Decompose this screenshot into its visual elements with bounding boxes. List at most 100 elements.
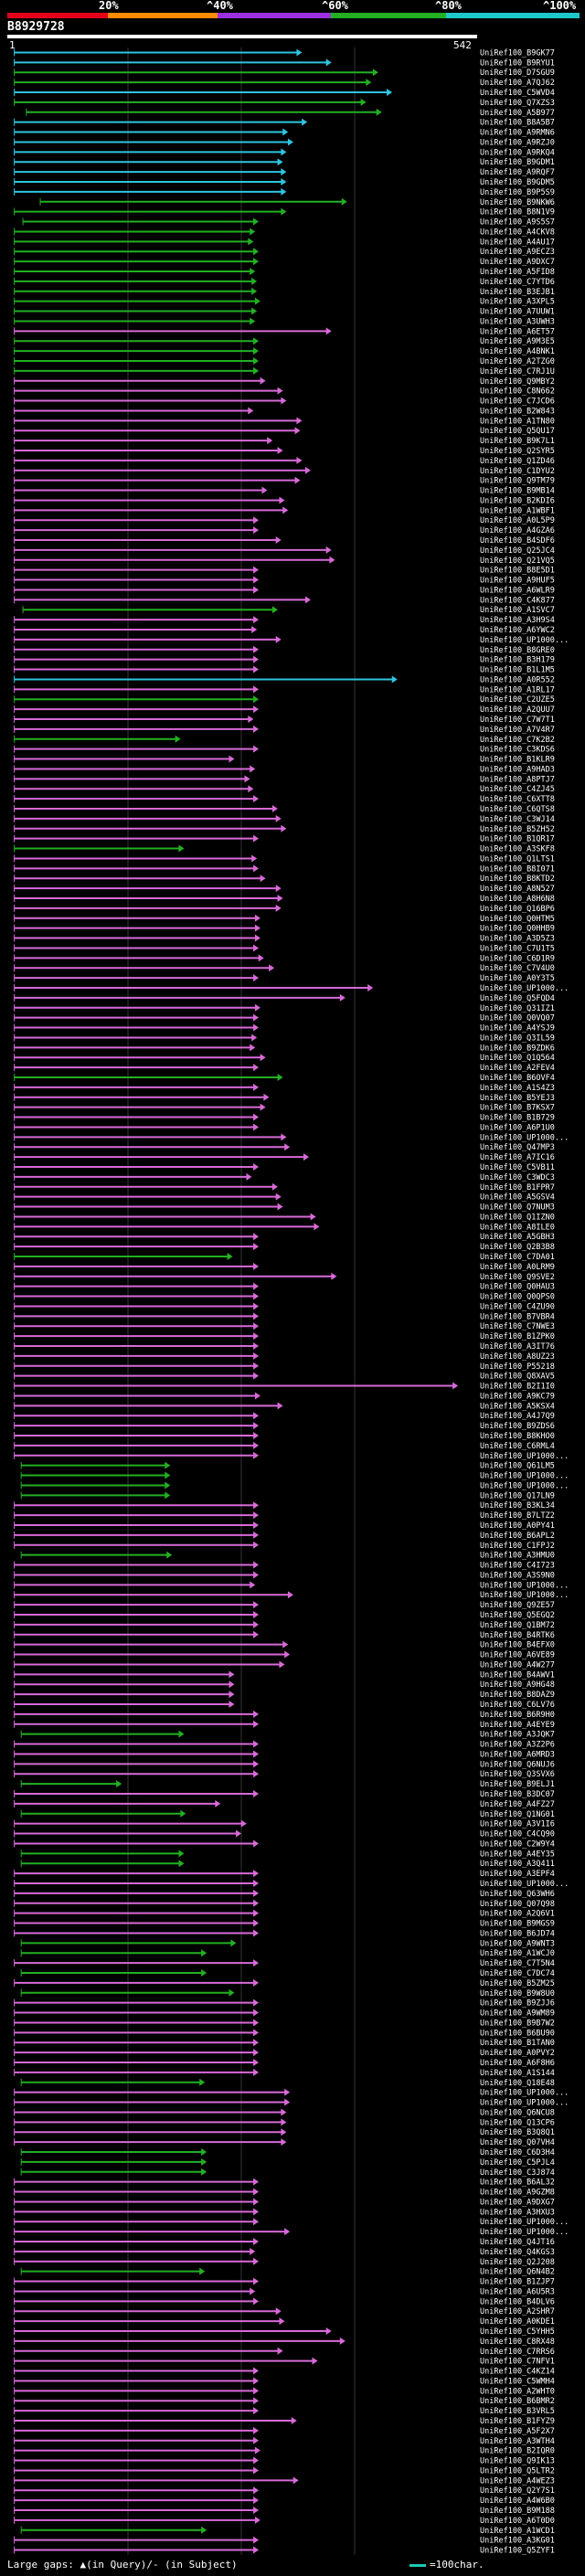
hit-label[interactable]: UniRef100_A3UWH3 [480, 317, 555, 326]
hit-label[interactable]: UniRef100_Q9TM79 [480, 477, 555, 486]
hit-row[interactable]: UniRef100_B7VBR4 [14, 1312, 555, 1321]
hit-label[interactable]: UniRef100_A8N527 [480, 885, 555, 894]
hit-label[interactable]: UniRef100_B9MB14 [480, 487, 555, 496]
hit-label[interactable]: UniRef100_Q6N4B2 [480, 2268, 555, 2277]
hit-label[interactable]: UniRef100_A6YWC2 [480, 626, 555, 635]
hit-label[interactable]: UniRef100_Q5LTR2 [480, 2466, 555, 2475]
hit-row[interactable]: UniRef100_B1FYZ9 [14, 2417, 555, 2426]
hit-label[interactable]: UniRef100_Q1IZN0 [480, 1213, 555, 1222]
hit-row[interactable]: UniRef100_B9K7L1 [14, 437, 555, 446]
hit-label[interactable]: UniRef100_A4WEZ3 [480, 2476, 555, 2486]
hit-label[interactable]: UniRef100_A1WCJ0 [480, 1949, 555, 1958]
hit-label[interactable]: UniRef100_B9RYU1 [480, 58, 555, 68]
hit-row[interactable]: UniRef100_C7DC74 [20, 1969, 555, 1978]
hit-row[interactable]: UniRef100_A2QUU7 [14, 705, 555, 715]
hit-row[interactable]: UniRef100_Q3SVX6 [14, 1770, 555, 1779]
hit-row[interactable]: UniRef100_Q2Y7S1 [14, 2486, 555, 2496]
hit-label[interactable]: UniRef100_A3EPF4 [480, 1870, 555, 1879]
hit-label[interactable]: UniRef100_A3SKF8 [480, 845, 555, 854]
hit-label[interactable]: UniRef100_C6RML4 [480, 1442, 555, 1451]
hit-label[interactable]: UniRef100_A9GZM8 [480, 2189, 555, 2198]
hit-label[interactable]: UniRef100_A7V4R7 [480, 726, 555, 735]
hit-row[interactable]: UniRef100_A4YSJ9 [14, 1023, 555, 1034]
hit-label[interactable]: UniRef100_UP1000... [480, 1581, 569, 1590]
hit-row[interactable]: UniRef100_C5PJL4 [20, 2157, 555, 2168]
hit-row[interactable]: UniRef100_A9GZM8 [14, 2188, 555, 2198]
hit-label[interactable]: UniRef100_A9DXC7 [480, 258, 555, 267]
hit-label[interactable]: UniRef100_A9WM89 [480, 2009, 555, 2019]
hit-row[interactable]: UniRef100_C1FPJ2 [14, 1541, 555, 1551]
hit-label[interactable]: UniRef100_C7U1T5 [480, 944, 555, 953]
hit-label[interactable]: UniRef100_Q8XAV5 [480, 1373, 555, 1382]
hit-label[interactable]: UniRef100_C3J874 [480, 2168, 555, 2178]
hit-label[interactable]: UniRef100_A4CKV8 [480, 228, 555, 237]
hit-row[interactable]: UniRef100_C8N662 [14, 387, 555, 397]
hit-label[interactable]: UniRef100_C5VB11 [480, 1163, 555, 1172]
hit-label[interactable]: UniRef100_C7NFV1 [480, 2358, 555, 2367]
hit-label[interactable]: UniRef100_A3V1I6 [480, 1820, 555, 1829]
hit-label[interactable]: UniRef100_Q0HHB9 [480, 925, 555, 934]
hit-row[interactable]: UniRef100_C4KZ14 [14, 2367, 555, 2377]
hit-label[interactable]: UniRef100_Q5EGQ2 [480, 1611, 555, 1620]
hit-label[interactable]: UniRef100_Q0HTM5 [480, 915, 555, 924]
hit-row[interactable]: UniRef100_C7JCD6 [14, 397, 555, 407]
hit-label[interactable]: UniRef100_A0KDE1 [480, 2317, 555, 2327]
hit-label[interactable]: UniRef100_A9S5S7 [480, 218, 555, 228]
hit-label[interactable]: UniRef100_C7DC74 [480, 1969, 555, 1978]
hit-row[interactable]: UniRef100_Q07VH4 [14, 2138, 555, 2147]
hit-row[interactable]: UniRef100_C4ZU90 [14, 1302, 555, 1311]
hit-row[interactable]: UniRef100_A1TN80 [14, 417, 555, 426]
hit-label[interactable]: UniRef100_C4I723 [480, 1562, 555, 1571]
hit-label[interactable]: UniRef100_B9ELJ1 [480, 1780, 555, 1789]
hit-label[interactable]: UniRef100_C4CQ90 [480, 1830, 555, 1839]
hit-label[interactable]: UniRef100_A4AU17 [480, 238, 555, 247]
hit-label[interactable]: UniRef100_B3VRL5 [480, 2407, 555, 2416]
hit-row[interactable]: UniRef100_A9HAD3 [14, 765, 555, 774]
hit-label[interactable]: UniRef100_A8PTJ7 [480, 775, 555, 784]
hit-row[interactable]: UniRef100_A3HXU3 [14, 2208, 555, 2217]
hit-row[interactable]: UniRef100_B9M188 [14, 2507, 555, 2516]
hit-row[interactable]: UniRef100_B1L1M5 [14, 665, 555, 675]
hit-row[interactable]: UniRef100_A9ECZ3 [14, 248, 555, 257]
hit-label[interactable]: UniRef100_B6JD74 [480, 1929, 555, 1938]
hit-row[interactable]: UniRef100_C5WMH4 [14, 2377, 555, 2386]
hit-label[interactable]: UniRef100_A2FEV4 [480, 1064, 555, 1073]
hit-label[interactable]: UniRef100_A9RKQ4 [480, 148, 555, 157]
hit-row[interactable]: UniRef100_C6XTT8 [14, 795, 555, 804]
hit-row[interactable]: UniRef100_C7U1T5 [14, 944, 555, 953]
hit-label[interactable]: UniRef100_A8H6N8 [480, 895, 555, 904]
hit-row[interactable]: UniRef100_UP1000... [20, 1471, 569, 1481]
hit-label[interactable]: UniRef100_Q6NUJ6 [480, 1760, 555, 1769]
hit-row[interactable]: UniRef100_B8KTD2 [14, 875, 555, 884]
hit-label[interactable]: UniRef100_B2IQR0 [480, 2447, 555, 2456]
hit-label[interactable]: UniRef100_Q25JC4 [480, 546, 555, 556]
hit-row[interactable]: UniRef100_A2FEV4 [14, 1064, 555, 1073]
hit-label[interactable]: UniRef100_B1L1M5 [480, 666, 555, 675]
hit-row[interactable]: UniRef100_A9M3E5 [14, 337, 555, 346]
hit-row[interactable]: UniRef100_Q1NG01 [20, 1809, 555, 1819]
hit-row[interactable]: UniRef100_B2KDI6 [14, 496, 555, 505]
hit-label[interactable]: UniRef100_A2TZG0 [480, 357, 555, 366]
hit-label[interactable]: UniRef100_C7W7T1 [480, 716, 555, 725]
hit-label[interactable]: UniRef100_Q17LN9 [480, 1491, 555, 1500]
hit-label[interactable]: UniRef100_B9ZDS6 [480, 1422, 555, 1431]
hit-row[interactable]: UniRef100_C7RRS6 [14, 2347, 555, 2357]
hit-label[interactable]: UniRef100_C7V4U0 [480, 964, 555, 973]
hit-row[interactable]: UniRef100_B2W843 [14, 407, 555, 416]
hit-label[interactable]: UniRef100_Q07VH4 [480, 2138, 555, 2147]
hit-label[interactable]: UniRef100_B9P5S9 [480, 188, 555, 197]
hit-label[interactable]: UniRef100_C1FPJ2 [480, 1542, 555, 1551]
hit-row[interactable]: UniRef100_Q5EGQ2 [14, 1611, 555, 1620]
hit-label[interactable]: UniRef100_C7RRS6 [480, 2348, 555, 2357]
hit-row[interactable]: UniRef100_A2SHR7 [14, 2307, 555, 2316]
hit-label[interactable]: UniRef100_C7RJ1U [480, 367, 555, 376]
hit-row[interactable]: UniRef100_A1S4Z3 [14, 1083, 555, 1093]
hit-label[interactable]: UniRef100_A3Z2P6 [480, 1741, 555, 1750]
hit-row[interactable]: UniRef100_B9MB14 [14, 486, 555, 496]
hit-label[interactable]: UniRef100_C4KZ14 [480, 2368, 555, 2377]
hit-row[interactable]: UniRef100_A9WNT3 [20, 1939, 555, 1948]
hit-row[interactable]: UniRef100_B9P5S9 [14, 187, 555, 197]
hit-label[interactable]: UniRef100_B1TAN0 [480, 2039, 555, 2048]
hit-label[interactable]: UniRef100_B8I071 [480, 864, 555, 874]
hit-label[interactable]: UniRef100_A1TN80 [480, 417, 555, 426]
